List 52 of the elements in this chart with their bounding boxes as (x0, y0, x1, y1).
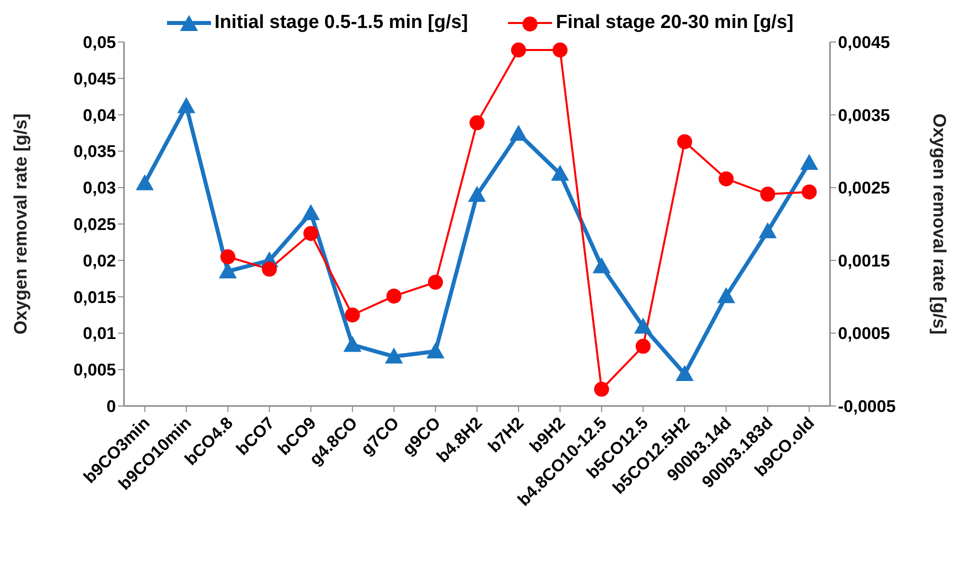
point (220, 249, 236, 264)
point (592, 257, 611, 274)
point (302, 204, 320, 220)
point (344, 308, 360, 322)
point (426, 342, 444, 358)
y-tick-label: 0,015 (73, 288, 116, 307)
point (468, 186, 486, 202)
point (510, 124, 528, 141)
point (758, 222, 777, 238)
y-axis-title: Oxygen removal rate [g/s] (10, 113, 30, 335)
point (428, 274, 443, 290)
legend-label: Final stage 20-30 min [g/s] (556, 12, 794, 34)
y2-tick-label: 0,0025 (838, 178, 890, 198)
y2-tick-label: 0,0015 (838, 251, 890, 270)
point (594, 382, 610, 397)
y2-axis-title: Oxygen removal rate [g/s] (930, 113, 950, 335)
y2-tick-label: 0,0045 (838, 33, 890, 52)
point (760, 186, 776, 202)
y2-tick-label: -0,0005 (838, 397, 896, 416)
y-tick-label: 0,005 (73, 360, 116, 380)
y-tick-label: 0,04 (82, 106, 117, 125)
point (677, 134, 692, 150)
legend-label: Initial stage 0.5-1.5 min [g/s] (214, 12, 468, 34)
y-tick-label: 0,025 (73, 215, 116, 234)
y2-tick-label: 0,0005 (838, 324, 890, 344)
y-tick-label: 0,01 (82, 324, 116, 344)
point (634, 318, 652, 334)
point (800, 154, 818, 170)
point (343, 336, 362, 352)
point (551, 164, 570, 181)
y-tick-label: 0,045 (73, 69, 116, 88)
point (384, 347, 403, 364)
y-tick-label: 0,03 (82, 178, 116, 198)
point (136, 174, 154, 190)
point (718, 171, 734, 186)
point (802, 184, 817, 200)
y-tick-label: 0,02 (82, 251, 116, 270)
y-tick-label: 0,035 (73, 142, 116, 162)
point (717, 287, 736, 304)
y2-tick-label: 0,0035 (838, 106, 890, 125)
y-tick-label: 0,05 (82, 33, 116, 52)
y-tick-label: 0 (106, 397, 116, 416)
point (552, 42, 568, 58)
point (218, 262, 237, 278)
point (177, 97, 196, 114)
point (386, 288, 402, 304)
point (511, 42, 526, 58)
point (303, 226, 318, 241)
point (676, 364, 694, 381)
point (636, 338, 651, 354)
point (470, 115, 484, 130)
point (262, 262, 277, 277)
